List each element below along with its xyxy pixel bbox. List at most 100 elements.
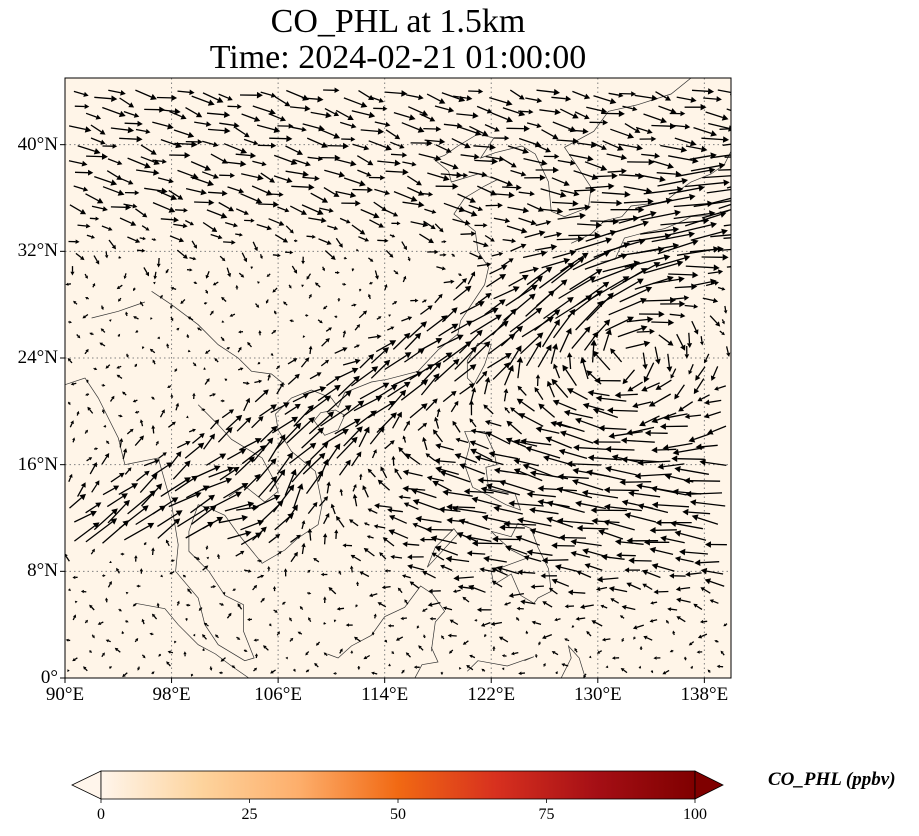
wind-arrow <box>219 255 226 262</box>
wind-arrow <box>658 105 677 114</box>
wind-arrow <box>672 123 691 130</box>
wind-arrow <box>608 92 624 98</box>
wind-arrow <box>135 208 148 218</box>
wind-arrow <box>174 141 198 148</box>
wind-arrow <box>320 359 330 367</box>
wind-arrow <box>693 603 703 610</box>
wind-arrow <box>663 413 688 421</box>
wind-arrow <box>524 230 546 239</box>
wind-arrow <box>402 161 417 167</box>
wind-arrow <box>108 239 116 250</box>
wind-arrow <box>190 494 215 514</box>
wind-arrow <box>307 591 312 595</box>
wind-arrow <box>241 252 248 263</box>
wind-arrow <box>503 520 537 528</box>
wind-arrow <box>525 446 561 459</box>
wind-arrow <box>335 109 354 120</box>
wind-arrow <box>610 128 635 139</box>
wind-arrow <box>173 223 188 229</box>
wind-arrow <box>468 171 488 178</box>
wind-arrow <box>479 567 495 573</box>
wind-arrow <box>387 507 403 513</box>
wind-arrow <box>201 408 206 412</box>
wind-arrow <box>628 490 661 498</box>
wind-arrow <box>425 352 453 371</box>
wind-arrow <box>257 142 277 149</box>
wind-arrow <box>380 466 388 479</box>
wind-arrow <box>411 488 437 499</box>
wind-arrow <box>620 668 628 674</box>
wind-arrow <box>419 233 434 244</box>
wind-arrow <box>102 106 126 118</box>
wind-arrow <box>627 233 672 243</box>
wind-arrow <box>155 440 159 446</box>
wind-arrow <box>483 404 494 415</box>
wind-arrow <box>170 286 177 291</box>
wind-arrow <box>376 316 382 320</box>
wind-arrow <box>564 638 570 642</box>
wind-arrow <box>397 587 403 594</box>
wind-arrow <box>324 108 340 117</box>
wind-arrow <box>638 310 665 318</box>
wind-arrow <box>649 619 658 623</box>
wind-arrow <box>72 437 76 443</box>
wind-arrow <box>252 160 267 167</box>
wind-arrow <box>485 483 520 496</box>
wind-arrow <box>526 491 556 498</box>
wind-arrow <box>141 618 145 625</box>
wind-arrow <box>267 373 271 381</box>
wind-arrow <box>116 374 123 379</box>
wind-arrow <box>85 297 90 300</box>
wind-arrow <box>70 382 77 386</box>
wind-arrow <box>457 126 482 136</box>
wind-arrow <box>503 388 509 402</box>
wind-arrow <box>451 253 456 257</box>
wind-arrow <box>618 210 657 224</box>
wind-arrow <box>543 153 560 160</box>
wind-arrow <box>424 138 446 145</box>
wind-arrow <box>100 328 106 333</box>
wind-arrow <box>384 90 408 97</box>
wind-arrow <box>622 262 661 283</box>
colorbar-tick-label: 75 <box>538 806 555 823</box>
wind-arrow <box>468 204 484 212</box>
wind-arrow <box>434 358 460 383</box>
wind-arrow <box>395 636 404 641</box>
wind-arrow <box>518 671 526 676</box>
wind-arrow <box>343 97 368 108</box>
wind-arrow <box>517 385 527 396</box>
wind-arrow <box>342 543 353 548</box>
wind-arrow <box>508 345 522 366</box>
wind-arrow <box>269 192 284 197</box>
wind-arrow <box>570 538 602 547</box>
wind-arrow <box>235 208 249 215</box>
wind-arrow <box>74 169 94 176</box>
wind-arrow <box>321 338 330 347</box>
wind-arrow <box>343 426 363 447</box>
wind-arrow <box>662 669 670 675</box>
wind-arrow <box>426 315 448 332</box>
wind-arrow <box>590 506 627 514</box>
wind-arrow <box>272 484 295 513</box>
wind-arrow <box>691 88 715 95</box>
wind-arrow <box>554 564 578 572</box>
wind-arrow <box>593 95 617 105</box>
wind-arrow <box>202 565 209 571</box>
wind-arrow <box>69 420 74 428</box>
wind-arrow <box>475 292 492 306</box>
wind-arrow <box>141 483 163 507</box>
wind-arrow <box>323 652 328 657</box>
wind-arrow <box>302 335 306 338</box>
wind-arrow <box>356 155 374 166</box>
wind-arrow <box>310 111 332 119</box>
wind-arrow <box>392 332 411 350</box>
wind-arrow <box>366 535 374 539</box>
wind-arrow <box>274 310 277 315</box>
wind-arrow <box>460 153 480 160</box>
wind-arrow <box>387 381 411 398</box>
wind-arrow <box>469 654 476 659</box>
wind-arrow <box>596 586 608 592</box>
wind-arrow <box>675 586 691 592</box>
wind-arrow <box>355 604 358 608</box>
wind-arrow <box>688 364 694 375</box>
